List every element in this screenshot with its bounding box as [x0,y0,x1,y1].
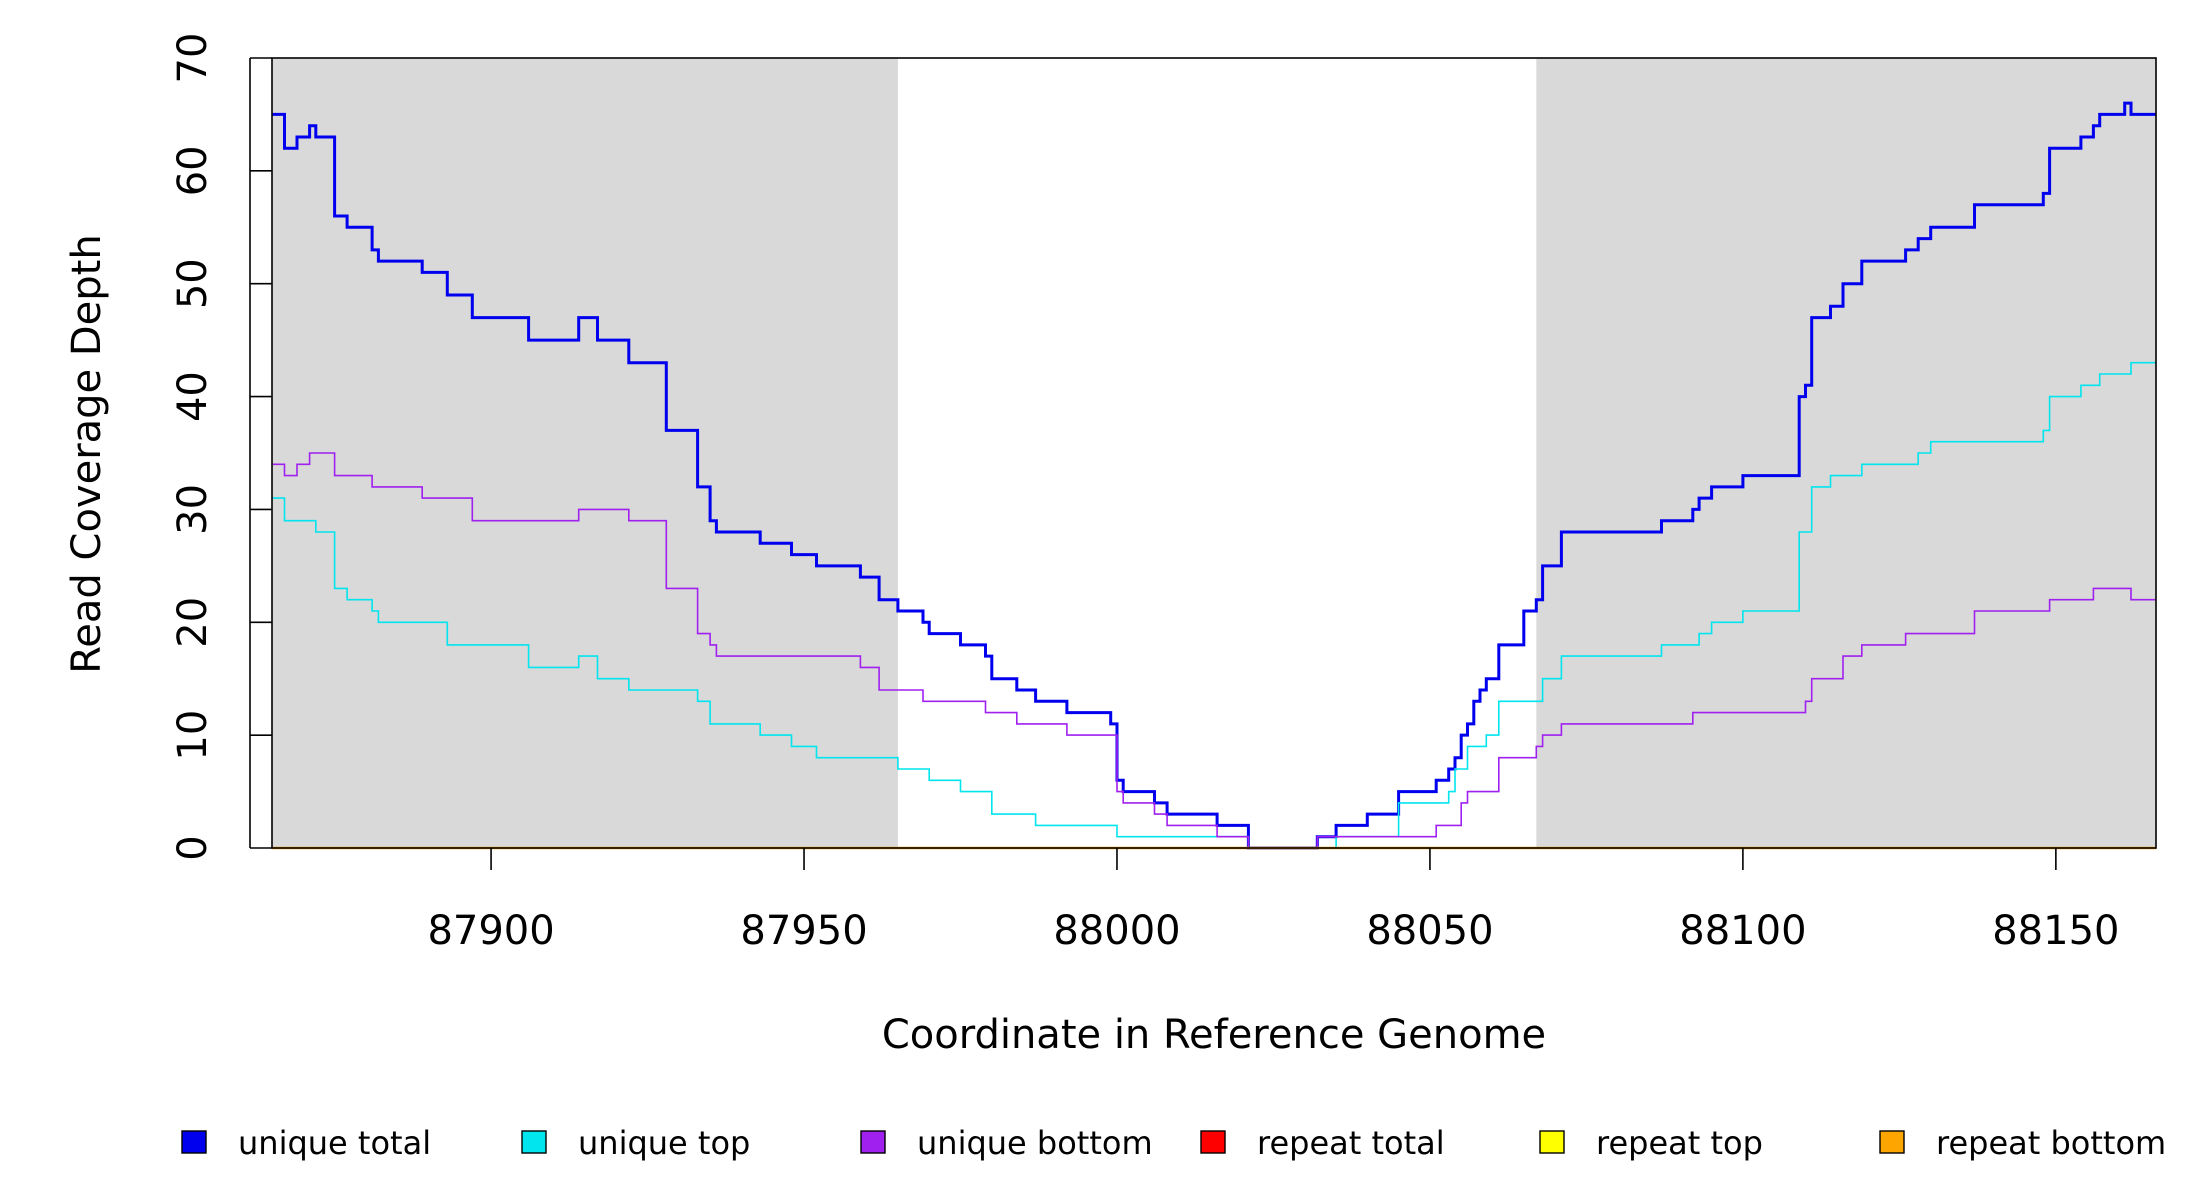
legend-swatch-repeat-top [1539,1130,1565,1154]
legend-swatch-unique-bottom [860,1130,886,1154]
shaded-regions [272,58,2156,848]
y-tick-label: 40 [170,371,216,422]
y-tick-label: 0 [170,835,216,860]
legend-label-repeat-bottom: repeat bottom [1936,1124,2166,1162]
series-line-unique-top [272,361,2156,849]
legend-label-repeat-top: repeat top [1596,1124,1763,1162]
x-tick-label: 88150 [1992,908,2119,954]
x-axis: 87900 87950 88000 88050 88100 88150 [427,848,2119,954]
y-tick-label: 60 [170,145,216,196]
x-tick-label: 87950 [740,908,867,954]
y-tick-label: 20 [170,597,216,648]
y-tick-label: 70 [170,33,216,84]
legend-label-unique-top: unique top [578,1124,750,1162]
legend-swatch-unique-top [521,1130,547,1154]
legend: unique total unique top unique bottom repea… [181,1124,2166,1162]
y-tick-label: 10 [170,710,216,761]
legend-swatch-repeat-bottom [1879,1130,1905,1154]
x-tick-label: 88050 [1366,908,1493,954]
series-line-unique-bottom [272,452,2156,849]
y-axis: 0 10 20 30 40 50 60 70 [170,33,272,861]
legend-label-unique-total: unique total [238,1124,431,1162]
shaded-region-1 [272,58,898,848]
plot-frame [271,57,2157,849]
legend-label-repeat-total: repeat total [1257,1124,1445,1162]
y-axis-title: Read Coverage Depth [64,234,110,673]
x-axis-title: Coordinate in Reference Genome [882,1012,1546,1058]
legend-swatch-repeat-total [1200,1130,1226,1154]
y-tick-label: 30 [170,484,216,535]
x-tick-label: 87900 [427,908,554,954]
legend-swatch-unique-total [181,1130,207,1154]
x-tick-label: 88000 [1053,908,1180,954]
x-tick-label: 88100 [1679,908,1806,954]
legend-label-unique-bottom: unique bottom [917,1124,1153,1162]
y-tick-label: 50 [170,258,216,309]
shaded-region-2 [1536,58,2156,848]
